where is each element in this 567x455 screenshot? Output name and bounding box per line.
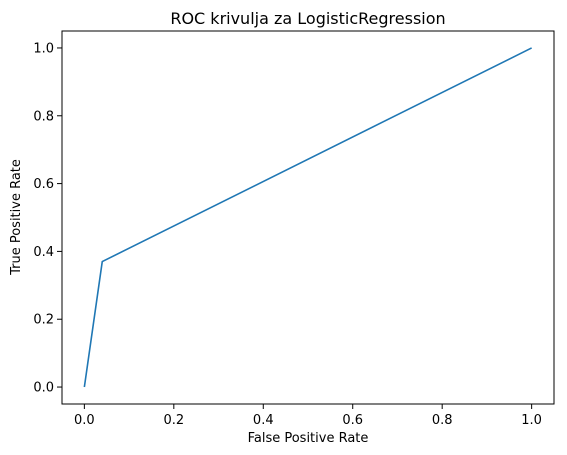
y-axis-label: True Positive Rate [9,159,24,276]
y-tick-label: 0.6 [33,177,54,192]
x-tick-label: 1.0 [521,413,542,428]
plot-area: 0.0 0.2 0.4 0.6 0.8 1.0 0.0 0.2 0.4 0.6 0.8 1.0 [33,30,555,428]
x-tick-label: 0.0 [74,413,95,428]
y-tick-label: 0.4 [33,245,54,260]
x-tick-label: 0.8 [432,413,453,428]
roc-curve-line [83,47,532,388]
y-tick-label: 0.2 [33,313,54,328]
y-axis-ticks: 0.0 0.2 0.4 0.6 0.8 1.0 [33,41,62,396]
y-tick-label: 0.0 [33,381,54,396]
x-tick-label: 0.4 [253,413,274,428]
y-tick-label: 1.0 [33,41,54,56]
plot-frame [61,30,555,405]
x-tick-label: 0.2 [163,413,184,428]
x-axis-label: False Positive Rate [248,431,369,446]
x-axis-ticks: 0.0 0.2 0.4 0.6 0.8 1.0 [74,404,542,428]
chart-title: ROC krivulja za LogisticRegression [170,9,445,28]
y-tick-label: 0.8 [33,109,54,124]
x-tick-label: 0.6 [342,413,363,428]
series-layer [83,47,532,388]
